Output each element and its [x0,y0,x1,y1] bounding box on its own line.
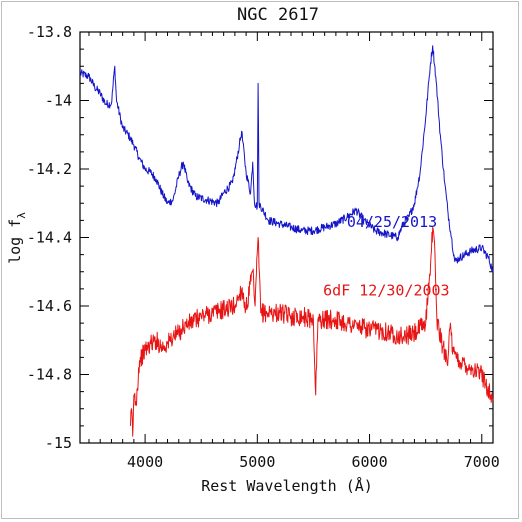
series-annotation: 04/25/2013 [347,213,437,231]
y-axis-label-main: log f [6,219,24,264]
series-line [79,45,494,272]
axis-ticks: 4000 5000 6000 7000 -13.8 -14 -14.2 -14.4 -14.6 -… [27,23,500,471]
series-line [130,226,494,437]
series-annotation: 6dF 12/30/2003 [323,282,449,300]
series-layer [79,45,494,437]
x-tick-label: 5000 [239,453,275,471]
y-tick-label: -14.4 [27,229,72,247]
x-tick-label: 6000 [351,453,387,471]
x-tick-label: 4000 [127,453,163,471]
y-tick-label: -14.6 [27,297,72,315]
y-tick-label: -14.2 [27,160,72,178]
plot-area [79,31,494,444]
chart-title: NGC 2617 [237,5,319,25]
annotations: 04/25/2013 6dF 12/30/2003 [323,213,449,300]
y-axis-label: log fλ [6,212,28,264]
y-tick-label: -13.8 [27,23,72,41]
x-tick-label: 7000 [464,453,500,471]
y-tick-label: -14 [45,92,72,110]
svg-text:log fλ: log fλ [6,212,28,264]
y-axis-label-sub: λ [15,212,28,219]
y-tick-label: -14.8 [27,366,72,384]
y-tick-label: -15 [45,434,72,452]
x-axis-label: Rest Wavelength (Å) [201,476,373,495]
